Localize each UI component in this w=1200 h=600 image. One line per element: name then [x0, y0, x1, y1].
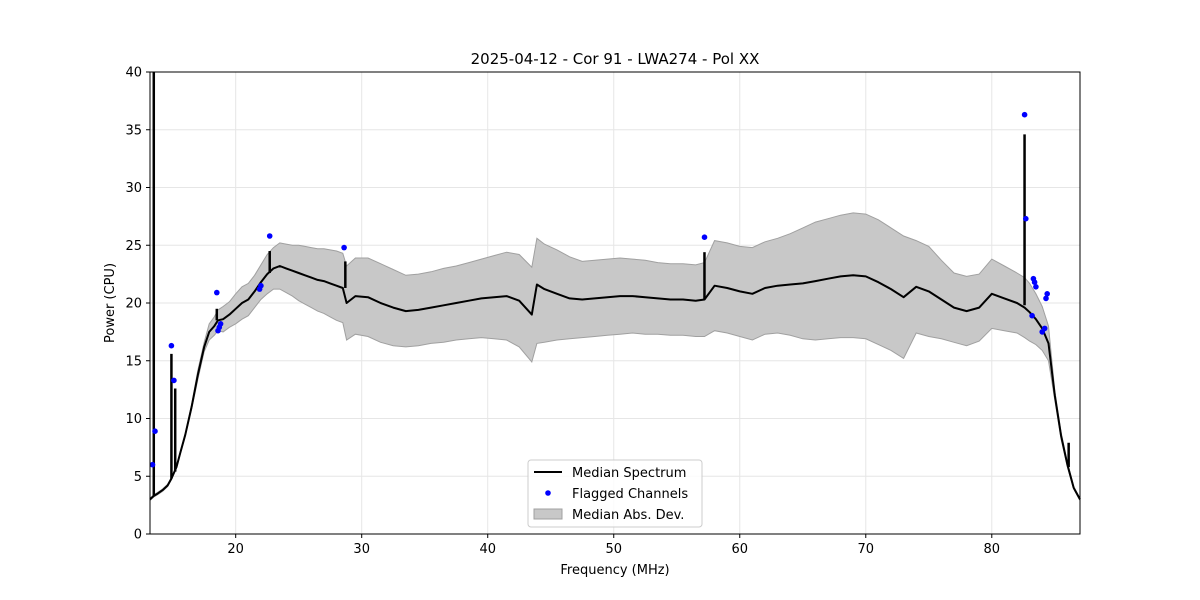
- legend-mad-swatch-icon: [533, 508, 563, 520]
- flagged-channel-point: [149, 461, 156, 468]
- x-tick-label: 40: [479, 542, 496, 557]
- flagged-channel-point: [1041, 325, 1048, 332]
- legend-flagged-dot-icon: [545, 490, 551, 496]
- flagged-channel-point: [214, 289, 220, 296]
- flagged-channel-point: [1021, 111, 1028, 118]
- y-axis-label: Power (CPU): [103, 263, 118, 343]
- median-spectrum-line: [149, 265, 1081, 501]
- x-axis-label: Frequency (MHz): [560, 563, 669, 578]
- flagged-channel-point: [1044, 291, 1050, 297]
- x-tick-label: 60: [731, 542, 748, 557]
- legend-box: [527, 459, 703, 528]
- flagged-channel-point: [1033, 284, 1039, 290]
- x-tick-label: 30: [353, 542, 370, 557]
- flagged-channel-point: [152, 428, 158, 435]
- y-tick-label: 15: [125, 354, 142, 369]
- flagged-points-layer: [149, 111, 1050, 468]
- flagged-channel-point: [1029, 312, 1035, 319]
- flagged-channel-point: [1031, 279, 1038, 286]
- legend-mad-label: Median Abs. Dev.: [572, 508, 684, 523]
- y-tick-label: 20: [125, 297, 142, 312]
- y-tick-label: 35: [125, 123, 142, 138]
- x-tick-label: 70: [857, 542, 874, 557]
- flagged-channel-point: [168, 342, 175, 349]
- x-axis-ticks: 20 30 40 50 60 70 80: [227, 534, 1000, 557]
- flagged-channel-point: [1023, 215, 1029, 222]
- y-tick-label: 5: [134, 470, 142, 485]
- y-axis-ticks: 0 5 10 15 20 25 30 35 40: [125, 66, 150, 543]
- flagged-channel-point: [258, 282, 264, 289]
- flagged-channel-point: [266, 233, 273, 239]
- median-spectrum-layer: [149, 72, 1081, 501]
- y-tick-label: 30: [125, 181, 142, 196]
- x-tick-label: 50: [605, 542, 622, 557]
- legend: Median Spectrum Flagged Channels Median …: [527, 459, 703, 528]
- flagged-channel-point: [1043, 295, 1049, 302]
- x-tick-label: 80: [984, 542, 1001, 557]
- y-tick-label: 0: [134, 528, 142, 543]
- chart-title: 2025-04-12 - Cor 91 - LWA274 - Pol XX: [471, 50, 760, 68]
- flagged-channel-point: [217, 321, 224, 327]
- flagged-channel-point: [341, 244, 347, 251]
- y-tick-label: 25: [125, 239, 142, 254]
- legend-median-label: Median Spectrum: [572, 466, 686, 481]
- legend-flagged-label: Flagged Channels: [572, 487, 688, 502]
- flagged-channel-point: [171, 377, 177, 384]
- flagged-channel-point: [701, 234, 708, 240]
- y-tick-label: 40: [125, 66, 142, 81]
- x-tick-label: 20: [227, 542, 244, 557]
- y-tick-label: 10: [125, 412, 142, 427]
